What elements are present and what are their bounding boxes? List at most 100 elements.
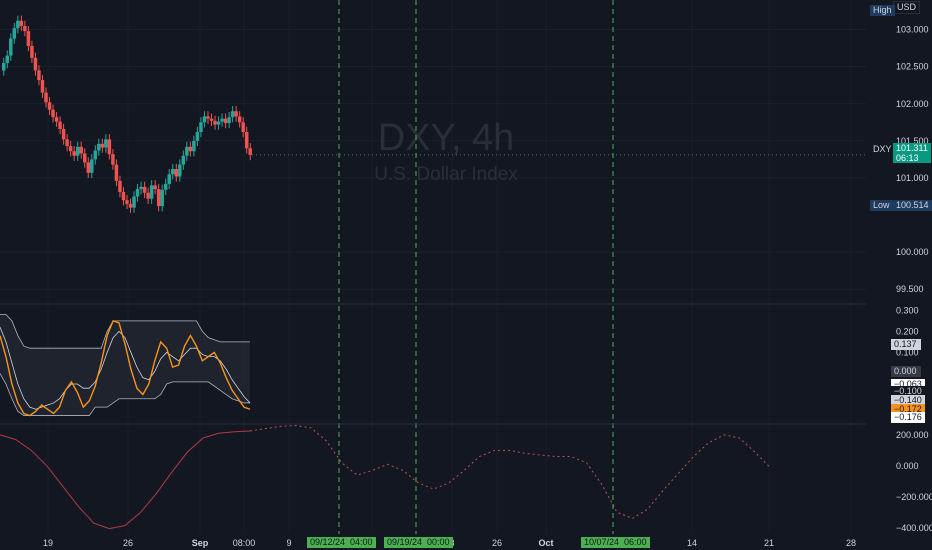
- price-tick-label: 103.000: [896, 25, 929, 35]
- candle-body: [241, 122, 245, 132]
- candle-body: [213, 120, 217, 125]
- candle-body: [195, 131, 200, 141]
- candle-body: [37, 70, 41, 81]
- candle-body: [142, 186, 147, 193]
- vertical-marker-lines: [338, 0, 614, 534]
- time-marker-badge: 09/19/24 00:00: [384, 537, 453, 548]
- candle-body: [227, 117, 231, 124]
- candle-body: [199, 122, 203, 132]
- wave-projection-line: [249, 425, 771, 520]
- oscillator-badge: −0.172: [891, 404, 925, 415]
- candle-body: [51, 109, 55, 118]
- wave-tick-label: 200.000: [896, 430, 929, 440]
- wave-tick-label: −200.000: [896, 492, 932, 502]
- time-marker-badge: 09/12/24 04:00: [307, 537, 376, 548]
- price-tick-label: 99.500: [896, 284, 924, 294]
- candle-body: [97, 143, 101, 151]
- time-label: 21: [764, 538, 774, 548]
- candle-body: [146, 192, 150, 199]
- candle-body: [54, 117, 59, 122]
- candle-body: [44, 92, 48, 103]
- candle-body: [82, 153, 87, 163]
- oscillator-badge: 0.137: [891, 339, 921, 350]
- oscillator-tick-label: 0.100: [896, 347, 919, 357]
- time-label: 26: [492, 538, 502, 548]
- time-label: Oct: [538, 538, 553, 548]
- candle-body: [185, 146, 189, 156]
- candle-body: [90, 159, 94, 173]
- wave-indicator: [0, 425, 771, 530]
- time-label: 14: [687, 538, 697, 548]
- candle-body: [128, 203, 133, 208]
- low-value: 100.514: [893, 200, 932, 211]
- candle-body: [188, 146, 193, 152]
- candle-body: [216, 121, 221, 125]
- candle-body: [202, 116, 207, 123]
- candle-body: [178, 164, 182, 177]
- candle-body: [192, 140, 196, 152]
- oscillator-badge: −0.176: [891, 412, 925, 423]
- candle-body: [220, 118, 224, 122]
- time-label: 9: [286, 538, 291, 548]
- watermark-symbol: DXY, 4h: [378, 117, 515, 159]
- wave-history-line: [0, 430, 251, 530]
- candle-body: [181, 155, 186, 165]
- candle-body: [68, 146, 73, 152]
- price-axis[interactable]: [866, 0, 932, 534]
- grid-lines: [0, 0, 866, 534]
- candle-body: [5, 55, 10, 64]
- last-price-badge: 101.311 06:13: [893, 143, 931, 163]
- candle-body: [23, 25, 27, 32]
- candle-body: [12, 28, 17, 39]
- candle-body: [160, 189, 164, 207]
- time-label: 08:00: [233, 538, 256, 548]
- candle-body: [167, 174, 171, 184]
- oscillator-badge: −0.063: [891, 379, 925, 390]
- price-tick-label: 100.000: [896, 247, 929, 257]
- candle-body: [118, 180, 122, 193]
- price-tick-label: 102.500: [896, 62, 929, 72]
- candle-body: [209, 118, 214, 121]
- candle-body: [206, 116, 210, 119]
- ticker-label: DXY: [870, 144, 895, 155]
- candle-body: [114, 164, 119, 181]
- price-tick-label: 101.500: [896, 136, 929, 146]
- oscillator-badge: 0.000: [891, 366, 921, 377]
- last-price-value: 101.311: [896, 143, 928, 153]
- candle-body: [58, 121, 62, 130]
- candle-body: [93, 150, 98, 160]
- oscillator-band-upper: [0, 314, 250, 349]
- candle-body: [135, 189, 140, 197]
- wave-axis-ticks: 200.000 0.000 −200.000 −400.000: [896, 430, 932, 533]
- bar-countdown: 06:13: [896, 153, 919, 163]
- price-tick-label: 102.000: [896, 99, 929, 109]
- candle-body: [171, 169, 175, 175]
- candle-body: [234, 111, 238, 117]
- candle-body: [30, 45, 34, 58]
- candle-body: [248, 148, 252, 155]
- candle-body: [125, 200, 129, 204]
- oscillator-badge: −0.140: [891, 395, 925, 406]
- candle-body: [132, 196, 136, 208]
- candle-body: [9, 38, 13, 56]
- candle-body: [61, 129, 66, 140]
- time-axis[interactable]: [0, 534, 932, 550]
- candle-body: [75, 146, 80, 156]
- watermark-name: U.S. Dollar Index: [374, 164, 518, 185]
- candle-body: [163, 183, 168, 190]
- oscillator-tick-label: 0.200: [896, 326, 919, 336]
- time-label: Sep: [192, 538, 209, 548]
- candle-body: [86, 162, 91, 173]
- candle-body: [26, 31, 31, 46]
- currency-label[interactable]: USD: [893, 1, 921, 14]
- candle-body: [121, 192, 126, 201]
- candlestick-series[interactable]: [2, 15, 866, 213]
- candle-body: [72, 151, 76, 156]
- candle-body: [104, 139, 108, 148]
- low-label: Low: [870, 200, 893, 211]
- candle-body: [223, 118, 228, 124]
- candle-body: [19, 20, 24, 26]
- oscillator-tick-label: 0.300: [896, 305, 919, 315]
